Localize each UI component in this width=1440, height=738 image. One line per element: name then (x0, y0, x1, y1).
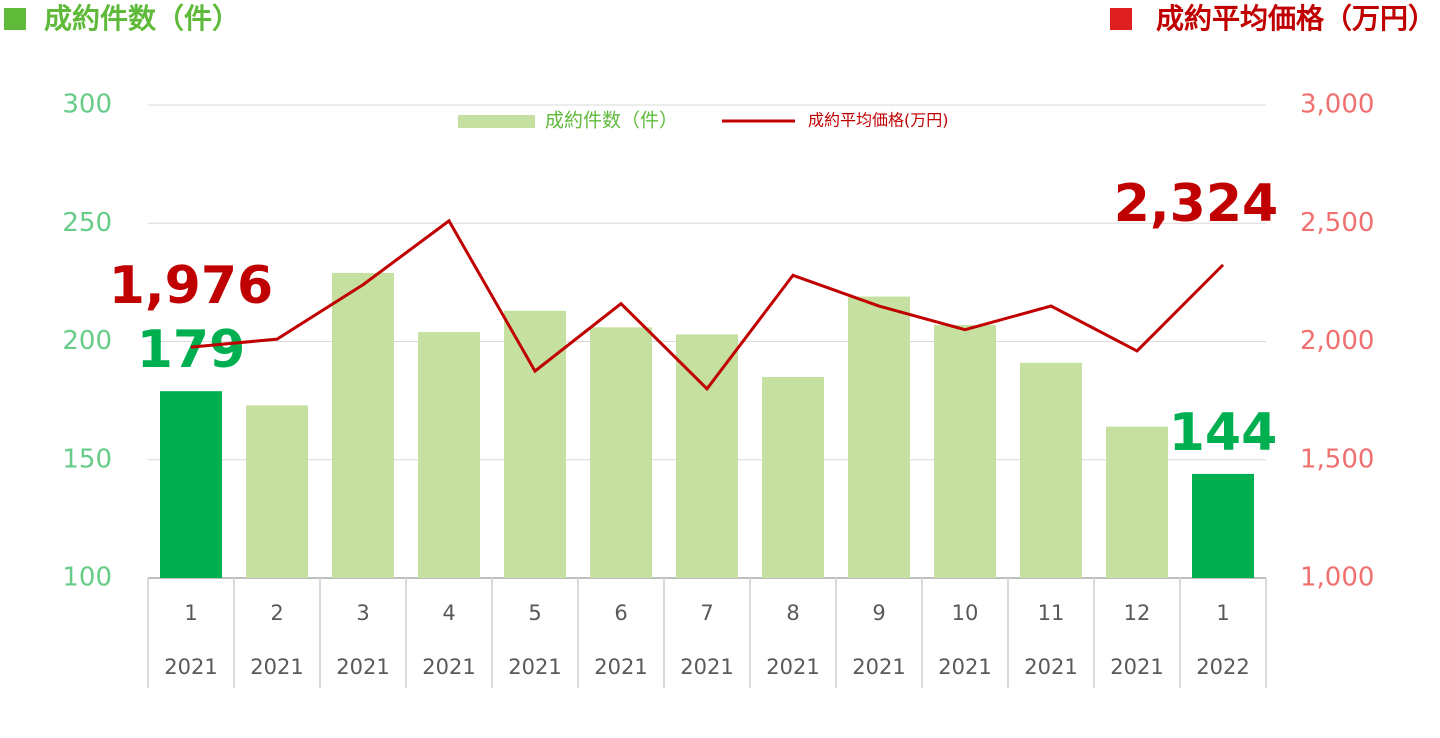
x-tick-year: 2021 (852, 655, 905, 679)
y2-tick-label: 2,000 (1300, 326, 1374, 356)
x-tick-year: 2021 (680, 655, 733, 679)
legend-swatch (458, 115, 535, 128)
x-tick-label: 6 (614, 601, 627, 625)
y-tick-label: 100 (62, 563, 112, 593)
y2-tick-label: 2,500 (1300, 208, 1374, 238)
x-tick-label: 8 (786, 601, 799, 625)
x-tick-year: 2021 (938, 655, 991, 679)
bar (676, 334, 738, 578)
data-label: 1,976 (109, 256, 273, 316)
x-tick-year: 2021 (336, 655, 389, 679)
x-tick-year: 2021 (422, 655, 475, 679)
data-label: 2,324 (1114, 174, 1278, 234)
x-tick-year: 2021 (164, 655, 217, 679)
bar (848, 296, 910, 578)
y-tick-label: 250 (62, 208, 112, 238)
data-label: 179 (137, 320, 246, 380)
x-tick-label: 5 (528, 601, 541, 625)
x-tick-year: 2021 (594, 655, 647, 679)
bar (246, 405, 308, 578)
legend-label: 成約平均価格(万円) (808, 111, 949, 130)
x-tick-label: 1 (1216, 601, 1229, 625)
legend-label: 成約件数（件） (545, 110, 678, 132)
x-tick-year: 2021 (766, 655, 819, 679)
y-axis-title: 成約件数（件） (44, 2, 240, 35)
x-tick-label: 7 (700, 601, 713, 625)
x-tick-year: 2022 (1196, 655, 1249, 679)
y-tick-label: 150 (62, 444, 112, 474)
x-tick-label: 1 (184, 601, 197, 625)
x-tick-year: 2021 (1024, 655, 1077, 679)
bar (418, 332, 480, 578)
y-tick-label: 200 (62, 326, 112, 356)
x-tick-year: 2021 (250, 655, 303, 679)
y-tick-label: 300 (62, 90, 112, 120)
bar (1020, 362, 1082, 578)
x-tick-label: 3 (356, 601, 369, 625)
y2-tick-label: 1,500 (1300, 444, 1374, 474)
y2-axis-title: 成約平均価格（万円） (1156, 2, 1436, 35)
x-tick-year: 2021 (508, 655, 561, 679)
x-tick-label: 12 (1124, 601, 1151, 625)
bar (504, 310, 566, 578)
title-marker (4, 8, 26, 30)
bar (332, 272, 394, 578)
bar (1106, 426, 1168, 578)
x-tick-year: 2021 (1110, 655, 1163, 679)
x-tick-label: 9 (872, 601, 885, 625)
line (190, 218, 1225, 392)
x-tick-label: 11 (1038, 601, 1065, 625)
x-tick-label: 2 (270, 601, 283, 625)
y2-tick-label: 1,000 (1300, 563, 1374, 593)
title-marker (1110, 8, 1132, 30)
bar (934, 324, 996, 578)
data-label: 144 (1169, 403, 1278, 463)
y2-tick-label: 3,000 (1300, 90, 1374, 120)
bar (590, 327, 652, 578)
bar (1192, 473, 1254, 578)
x-tick-label: 4 (442, 601, 455, 625)
x-tick-label: 10 (952, 601, 979, 625)
bar (160, 391, 222, 578)
bar (762, 376, 824, 578)
